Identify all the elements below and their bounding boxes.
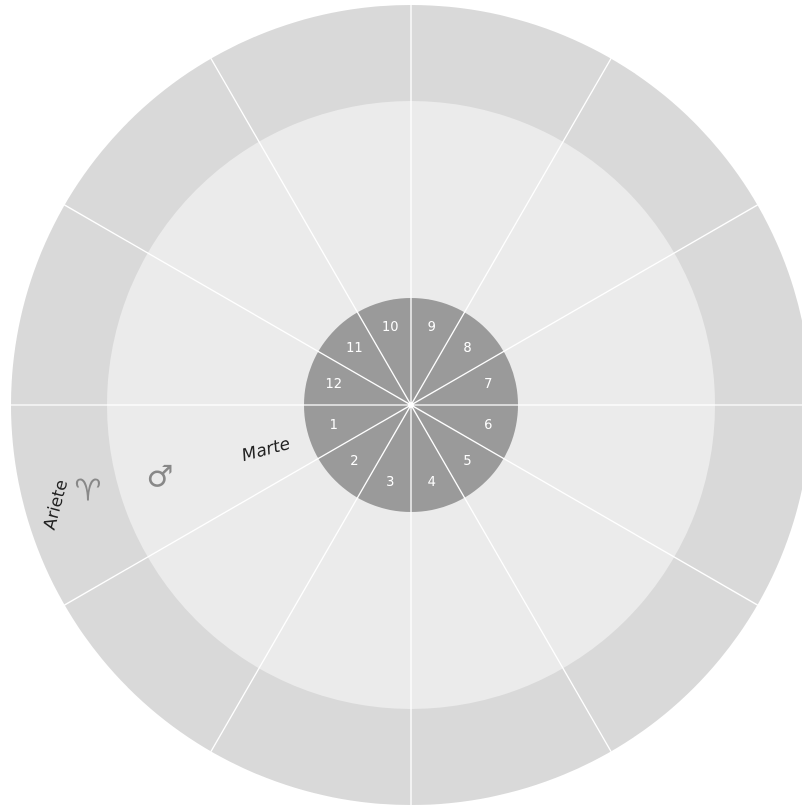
sign-symbol: ♈ [75,474,102,509]
house-number: 1 [330,418,338,433]
center-dot [408,402,414,408]
spoke [64,204,412,406]
spoke [210,404,412,752]
house-number: 5 [463,454,471,469]
spokes [11,5,802,805]
spoke [410,404,612,752]
house-number: 12 [325,377,342,392]
planet-symbol: ♂ [147,460,174,495]
house-number: 7 [484,377,492,392]
spoke [410,204,758,406]
house-number: 8 [463,341,471,356]
house-number: 11 [346,341,363,356]
house-number: 2 [350,454,358,469]
house-number: 6 [484,418,492,433]
house-number: 9 [428,320,436,335]
spoke [410,404,758,606]
spoke [410,58,612,406]
spoke [210,58,412,406]
house-number: 4 [428,475,436,490]
house-number: 10 [382,320,399,335]
house-number: 3 [386,475,394,490]
spoke [64,404,412,606]
